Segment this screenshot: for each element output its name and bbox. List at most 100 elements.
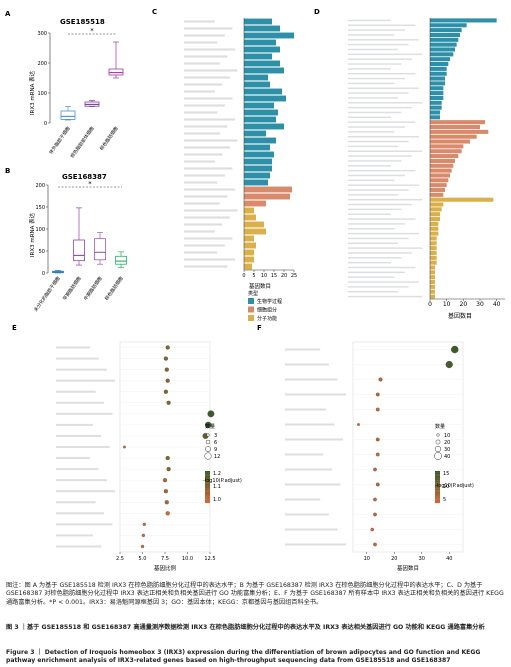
bar (244, 18, 272, 25)
term-label-placeholder (285, 483, 341, 486)
term-label-placeholder (184, 174, 225, 177)
panel-e-legend-count-title: 数量 (205, 423, 215, 430)
legend-gradient-step (435, 501, 440, 504)
term-label-placeholder (184, 76, 230, 79)
data-point (123, 445, 126, 449)
bar (244, 95, 286, 102)
y-tick-label: 150 (35, 205, 45, 211)
term-label-placeholder (184, 34, 225, 37)
panel-f-points (357, 345, 459, 547)
term-label-placeholder (348, 281, 419, 283)
bar (430, 280, 435, 285)
bar (430, 47, 455, 52)
legend-gradient-step (205, 483, 210, 486)
panel-e-grid (56, 346, 210, 548)
term-label-placeholder (184, 209, 238, 212)
term-label-placeholder (348, 131, 395, 133)
panel-a-chart: A GSE185518 IRX3 mRNA 表达 0 100 200 300 * 体外… (5, 10, 124, 158)
panel-f-legend-count-title: 数量 (435, 423, 445, 430)
term-label-placeholder (56, 479, 107, 482)
bar (430, 178, 449, 183)
panel-b-sig: * (88, 180, 92, 188)
data-point (165, 378, 170, 383)
bar (244, 67, 284, 74)
bar (244, 46, 280, 53)
bar (430, 250, 437, 256)
legend-size-circle (205, 446, 211, 452)
term-label-placeholder (348, 247, 423, 249)
legend-gradient-label: 10 (443, 484, 449, 490)
bar (430, 289, 435, 294)
data-point (166, 400, 171, 405)
term-label-placeholder (348, 150, 423, 152)
box (94, 238, 106, 261)
x-tick-label: 40 (446, 556, 452, 562)
bar (244, 207, 254, 214)
data-point (140, 544, 145, 549)
bar (244, 193, 290, 200)
legend-gradient-step (205, 485, 210, 488)
legend-gradient-step (435, 493, 440, 496)
term-label-placeholder (348, 213, 391, 215)
term-label-placeholder (348, 228, 395, 230)
term-label-placeholder (285, 393, 347, 396)
x-tick-label: 棕色脂肪前体细胞 (69, 125, 96, 158)
legend-gradient-step (205, 490, 210, 492)
box (60, 110, 76, 120)
term-label-placeholder (348, 92, 409, 94)
bar (430, 57, 450, 62)
legend-gradient-label: 15 (443, 471, 449, 477)
legend-gradient-step (205, 499, 210, 502)
legend-size-circle (434, 452, 442, 460)
bar (430, 187, 445, 193)
term-label-placeholder (184, 160, 215, 163)
legend-gradient-step (435, 487, 440, 489)
term-label-placeholder (348, 179, 395, 182)
bar (430, 265, 435, 270)
bar (430, 86, 444, 91)
x-tick-label: 10 (261, 273, 267, 279)
box (108, 68, 124, 76)
x-tick-label: 5.0 (139, 556, 147, 562)
bar (244, 32, 294, 39)
term-label-placeholder (285, 468, 332, 471)
data-point (162, 478, 168, 483)
x-tick-label: 棕色脂肪细胞 (98, 125, 120, 152)
bar (430, 226, 439, 231)
term-label-placeholder (285, 498, 321, 501)
term-label-placeholder (184, 153, 223, 156)
bar (244, 144, 270, 151)
term-label-placeholder (285, 438, 344, 441)
legend-gradient-step (435, 474, 440, 476)
term-label-placeholder (285, 378, 338, 381)
panel-d-bars (348, 18, 497, 299)
bar (430, 124, 480, 130)
x-tick-label: 0 (428, 301, 432, 308)
data-point (375, 392, 380, 397)
data-point (450, 345, 459, 354)
term-label-placeholder (348, 286, 409, 288)
bar (244, 81, 270, 88)
bar (430, 207, 442, 212)
bar (244, 137, 276, 144)
term-label-placeholder (184, 111, 218, 114)
panel-e-points (123, 345, 215, 549)
bar (430, 120, 485, 125)
legend-gradient-step (435, 485, 440, 488)
data-point (373, 497, 377, 502)
bar (244, 116, 276, 123)
legend-gradient-step (435, 482, 440, 484)
term-label-placeholder (348, 72, 416, 75)
x-tick-label: 早期脂肪细胞 (61, 275, 83, 302)
term-label-placeholder (184, 69, 238, 72)
legend-gradient-step (435, 498, 440, 500)
term-label-placeholder (184, 132, 220, 135)
panel-c-legend-title: 类型 (248, 290, 258, 297)
panel-b-xlabels: 未分化的脂肪干细胞 早期脂肪细胞 中期脂肪细胞 棕色脂肪细胞 (32, 275, 125, 313)
panel-e-xlabel: 基因比例 (154, 564, 177, 572)
y-tick-label: 300 (37, 31, 47, 37)
bar (244, 221, 264, 228)
bar (244, 102, 274, 109)
